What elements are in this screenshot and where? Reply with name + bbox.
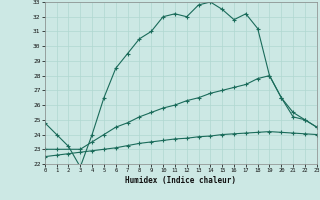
X-axis label: Humidex (Indice chaleur): Humidex (Indice chaleur) <box>125 176 236 185</box>
